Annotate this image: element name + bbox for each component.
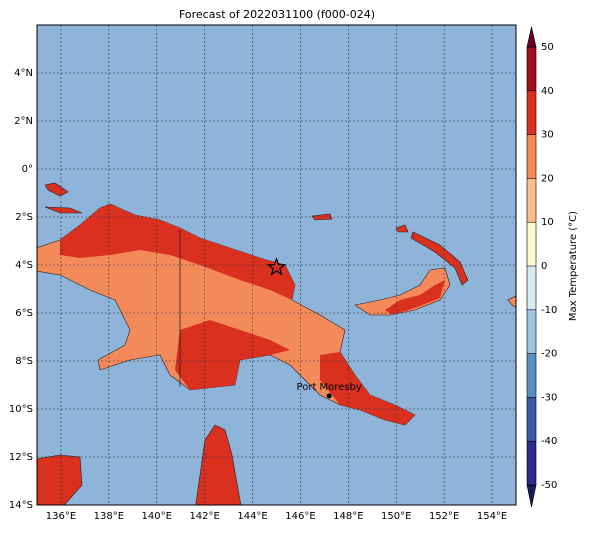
y-tick-label: 8°S <box>15 356 33 367</box>
y-tick-label: 4°N <box>14 68 33 79</box>
y-tick-label: 0° <box>22 164 33 175</box>
x-tick-label: 144°E <box>237 511 267 522</box>
map-ticks: 136°E 138°E 140°E 142°E 144°E 146°E 148°E 150°E… <box>9 68 507 522</box>
x-tick-label: 154°E <box>477 511 507 522</box>
place-label: Port Moresby <box>297 382 362 393</box>
colorbar-tick-label: -50 <box>541 480 557 491</box>
y-tick-label: 14°S <box>9 500 33 511</box>
graticule <box>37 25 516 505</box>
colorbar-segment <box>527 353 536 398</box>
x-tick-label: 146°E <box>285 511 315 522</box>
colorbar-label: Max Temperature (°C) <box>568 211 579 321</box>
colorbar-tick-label: 0 <box>541 261 547 272</box>
colorbar-tick-label: -40 <box>541 436 557 447</box>
colorbar-tick-label: -20 <box>541 349 557 360</box>
colorbar-segment <box>527 222 536 266</box>
x-tick-label: 142°E <box>189 511 219 522</box>
x-tick-label: 138°E <box>94 511 124 522</box>
title: Forecast of 2022031100 (f000-024) <box>179 8 375 21</box>
y-tick-label: 4°S <box>15 260 33 271</box>
x-tick-label: 152°E <box>429 511 459 522</box>
x-tick-label: 136°E <box>46 511 76 522</box>
colorbar-segment <box>527 266 536 310</box>
colorbar-tick-label: 50 <box>541 42 554 53</box>
colorbar-segment <box>527 397 536 442</box>
colorbar-segment <box>527 309 536 354</box>
colorbar-tick-label: 20 <box>541 173 554 184</box>
colorbar-segment <box>527 134 536 179</box>
y-tick-label: 10°S <box>9 404 33 415</box>
y-tick-label: 12°S <box>9 452 33 463</box>
colorbar-tick-label: 10 <box>541 217 554 228</box>
colorbar-segment <box>527 47 536 91</box>
map-frame <box>36 24 517 506</box>
map: Port Moresby <box>37 25 516 505</box>
colorbar-tick-label: 40 <box>541 86 554 97</box>
y-tick-label: 2°S <box>15 212 33 223</box>
places: Port Moresby <box>266 257 362 399</box>
colorbar: -50 -40 -30 -20 -10 0 10 20 30 40 50 Max Temperatur… <box>526 26 579 508</box>
star-marker <box>266 257 287 276</box>
colorbar-tick-label: -30 <box>541 392 557 403</box>
colorbar-segment <box>527 90 536 135</box>
colorbar-segment <box>527 178 536 223</box>
colorbar-under <box>526 484 537 508</box>
x-tick-label: 150°E <box>381 511 411 522</box>
colorbar-over <box>526 26 537 48</box>
x-tick-label: 148°E <box>333 511 363 522</box>
colorbar-segment <box>527 441 536 485</box>
y-tick-label: 2°N <box>14 116 33 127</box>
colorbar-tick-label: -10 <box>541 305 557 316</box>
x-tick-label: 140°E <box>142 511 172 522</box>
y-tick-label: 6°S <box>15 308 33 319</box>
place-dot <box>326 393 332 399</box>
colorbar-tick-label: 30 <box>541 130 554 141</box>
land <box>37 182 516 505</box>
